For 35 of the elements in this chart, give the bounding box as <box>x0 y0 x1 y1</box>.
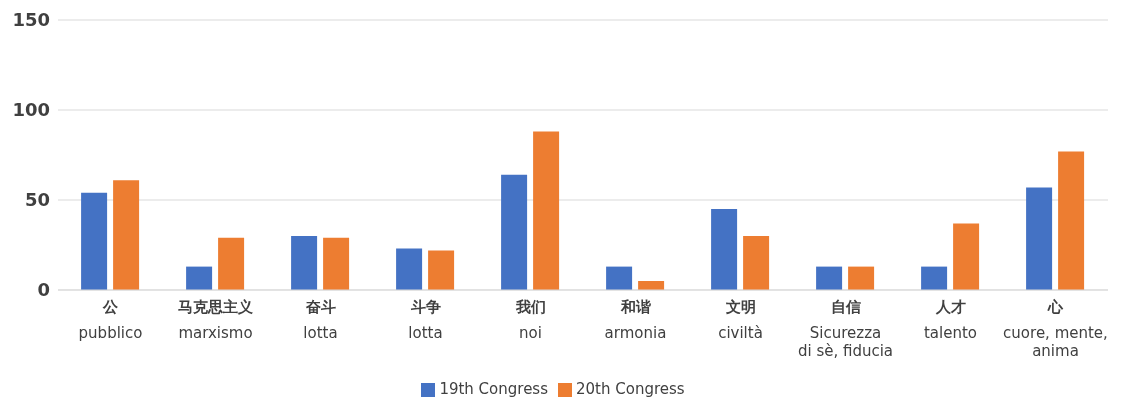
bar <box>606 266 633 290</box>
bar <box>428 250 455 290</box>
bar <box>323 237 350 290</box>
bar <box>218 237 245 290</box>
y-tick-label: 150 <box>12 9 50 31</box>
y-tick-label: 50 <box>24 189 50 211</box>
legend-label: 20th Congress <box>576 380 685 398</box>
x-tick-label: 和谐 armonia <box>604 298 667 342</box>
x-tick-label: 自信 Sicurezza di sè, fiducia <box>797 298 894 360</box>
bar <box>81 192 108 290</box>
bar <box>921 266 948 290</box>
x-tick-label: 马克思主义 marxismo <box>178 298 254 342</box>
x-tick-label: 斗争 lotta <box>408 298 443 342</box>
bar <box>291 236 318 290</box>
y-tick-label: 0 <box>37 279 50 301</box>
bar <box>953 223 980 290</box>
x-tick-label: 奋斗 lotta <box>303 298 338 342</box>
x-tick-label: 文明 civiltà <box>718 298 763 342</box>
bar <box>501 174 528 290</box>
bar <box>1058 151 1085 290</box>
y-tick-label: 100 <box>12 99 50 121</box>
x-tick-label: 我们 noi <box>514 298 546 342</box>
bar <box>816 266 843 290</box>
bar <box>743 236 770 290</box>
bar <box>396 248 423 290</box>
bar <box>186 266 213 290</box>
bar <box>848 266 875 290</box>
bar <box>113 180 140 290</box>
x-tick-label: 人才 talento <box>923 298 978 342</box>
bar <box>533 131 560 290</box>
legend-label: 19th Congress <box>439 380 548 398</box>
x-tick-label: 心 cuore, mente, anima <box>1003 298 1108 360</box>
bar <box>711 209 738 290</box>
bar <box>1026 187 1053 290</box>
x-tick-label: 公 pubblico <box>78 298 143 342</box>
